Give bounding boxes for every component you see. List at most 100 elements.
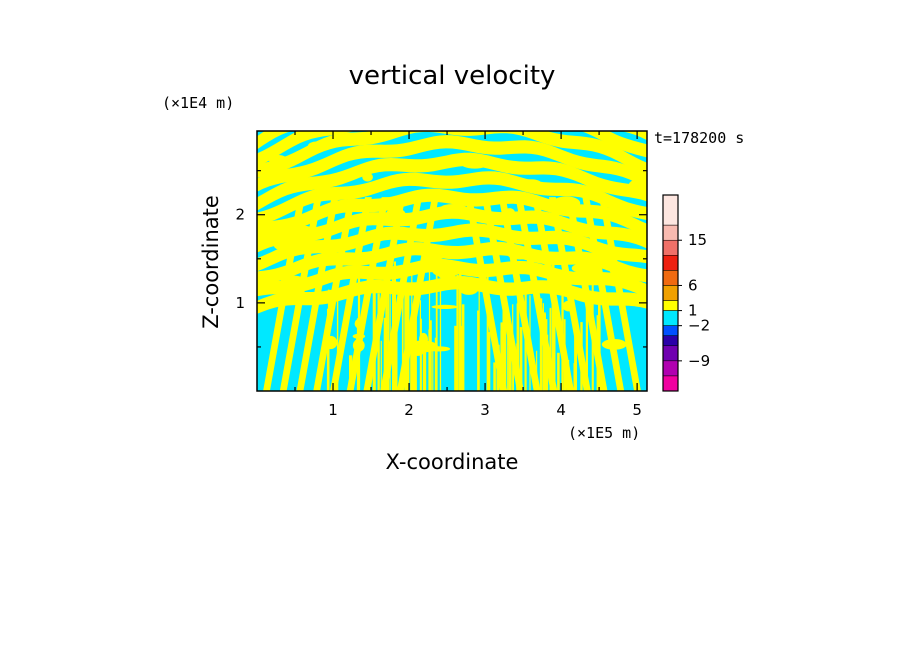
colorbar-labels: 15 6 1−2 −9: [678, 231, 710, 370]
colorbar-label: 6: [688, 276, 698, 294]
colorbar-level: [662, 194, 679, 226]
field-plume: [394, 332, 398, 391]
field-blob: [273, 239, 305, 252]
field-plume: [502, 293, 506, 391]
field-blob: [571, 262, 601, 274]
field-plume: [585, 270, 588, 391]
field-plume: [389, 281, 391, 391]
field-blob: [354, 318, 365, 329]
colorbar-level: [662, 224, 679, 241]
field-blob: [269, 155, 288, 166]
field-blob: [293, 226, 318, 234]
colorbar-label: 15: [688, 231, 707, 249]
field-plume: [545, 319, 548, 391]
field-blob: [353, 285, 371, 294]
field-plume: [413, 282, 417, 391]
field-band: [257, 131, 647, 178]
field-plume: [356, 318, 360, 391]
field-plume: [536, 350, 538, 391]
field-plume: [454, 325, 457, 391]
field-plume: [504, 297, 507, 391]
field-streak: [313, 197, 356, 391]
field-plume: [596, 315, 600, 391]
field-plume: [387, 272, 389, 391]
field-plume: [372, 289, 376, 391]
field-band: [257, 188, 647, 237]
time-label: t=178200 s: [654, 129, 744, 147]
field-blob: [411, 350, 424, 356]
field-plume: [406, 288, 410, 391]
field-plume: [563, 319, 566, 391]
field-plume: [461, 304, 465, 391]
field-plume: [349, 355, 353, 391]
field-plume: [552, 283, 556, 391]
y-axis-ticks: 12: [235, 170, 647, 348]
field-plume: [432, 350, 434, 391]
colorbar-label: 1: [688, 302, 698, 320]
field-blob: [362, 172, 373, 182]
field-blob: [352, 333, 366, 339]
x-axis-unit: (×1E5 m): [568, 424, 640, 442]
field-plume: [422, 340, 427, 391]
field-plume: [574, 336, 577, 391]
field-plume: [507, 312, 509, 391]
field-band: [257, 223, 647, 272]
y-axis-label: Z-coordinate: [199, 195, 223, 329]
field-streak: [548, 197, 591, 391]
field-plume: [385, 266, 388, 391]
field-band: [257, 205, 647, 253]
field-plume: [557, 352, 560, 391]
field-streak: [296, 197, 339, 391]
y-tick-label: 2: [235, 206, 245, 224]
field-band: [257, 171, 647, 226]
velocity-field: [257, 131, 647, 391]
field-blob: [459, 155, 491, 169]
field-plume: [411, 270, 413, 391]
plot-frame: [256, 130, 648, 392]
field-plume: [435, 265, 438, 391]
field-plume: [500, 330, 503, 391]
colorbar-level: [662, 285, 679, 301]
field-blob: [324, 335, 338, 350]
x-tick-label: 2: [404, 401, 414, 419]
field-band: [257, 131, 647, 167]
colorbar-level: [662, 255, 679, 271]
field-plume: [401, 267, 404, 391]
colorbar-level: [662, 239, 679, 256]
field-plume: [512, 304, 514, 391]
field-plume: [456, 274, 459, 391]
field-plume: [487, 332, 491, 391]
field-plume: [542, 312, 546, 391]
field-blob: [437, 267, 456, 280]
field-band: [257, 152, 647, 211]
field-plume: [387, 355, 389, 391]
field-blob: [431, 304, 459, 309]
field-blob: [257, 230, 284, 243]
field-blob: [562, 300, 576, 312]
field-blob: [426, 346, 451, 352]
field-plume: [524, 291, 527, 391]
field-streak: [465, 197, 508, 391]
field-plume: [549, 309, 552, 391]
field-blob: [507, 250, 533, 260]
field-blob: [440, 204, 467, 211]
colorbar-level: [662, 345, 679, 362]
field-blob: [586, 276, 607, 282]
field-plume: [592, 320, 594, 391]
field-plume: [327, 308, 329, 391]
y-axis-unit: (×1E4 m): [162, 94, 234, 112]
colorbar-label: −9: [688, 352, 710, 370]
x-axis-ticks: 1 2 3 4 5: [294, 131, 642, 419]
field-plume: [544, 314, 546, 391]
field-plume: [377, 293, 380, 391]
x-tick-label: 1: [328, 401, 338, 419]
y-tick-label: 1: [235, 294, 245, 312]
field-plume: [516, 343, 519, 391]
field-plume: [404, 287, 408, 391]
field-plume: [430, 320, 432, 391]
colorbar-label: −2: [688, 317, 710, 335]
field-plume: [496, 344, 500, 391]
field-plume: [478, 268, 480, 391]
field-plume: [567, 360, 570, 391]
field-plume: [583, 362, 586, 391]
